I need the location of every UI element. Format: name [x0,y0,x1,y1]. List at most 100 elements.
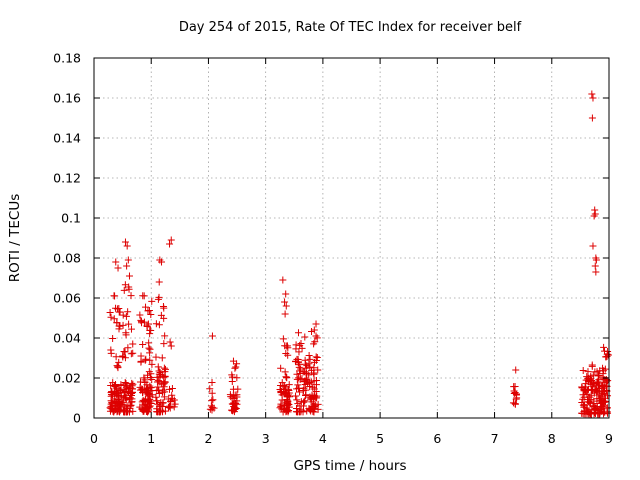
data-point [578,384,586,392]
data-point [155,367,163,375]
data-point [152,393,160,401]
data-point [281,298,289,306]
data-point [125,272,133,280]
data-point [511,383,519,391]
data-point [160,380,168,388]
data-point [110,408,118,416]
data-point [588,114,596,122]
data-point [306,355,314,363]
data-point [125,408,133,416]
data-point [158,258,166,266]
data-point [276,404,284,412]
data-point [589,94,597,102]
data-point [277,402,285,410]
data-point [589,242,597,250]
data-point [208,332,216,340]
data-point [115,358,123,366]
data-point [146,326,154,334]
data-point [585,398,593,406]
data-point [106,309,114,317]
data-point [298,344,306,352]
data-point [512,391,520,399]
data-point [583,373,591,381]
data-point [145,407,153,415]
data-point [154,363,162,371]
data-point [301,397,309,405]
data-point [119,321,127,329]
data-point [117,381,125,389]
data-point [310,364,318,372]
data-point [510,387,518,395]
data-point [312,402,320,410]
data-point [159,388,167,396]
data-point [283,407,291,415]
x-axis-label: GPS time / hours [293,458,406,474]
data-point [297,339,305,347]
data-point [301,333,309,341]
data-point [228,378,236,386]
data-point [144,371,152,379]
data-point [294,400,302,408]
data-point [282,350,290,358]
data-point [125,320,133,328]
data-point [310,377,318,385]
data-point [154,383,162,391]
data-point [296,388,304,396]
data-point [591,262,599,270]
data-point [112,353,120,361]
data-point [140,374,148,382]
data-point [312,381,320,389]
data-point [148,360,156,368]
data-point [578,398,586,406]
y-tick-label: 0.12 [53,171,81,186]
data-point [279,335,287,343]
data-point [208,379,216,387]
data-point [310,392,318,400]
data-point [589,402,597,410]
data-point [119,352,127,360]
data-point [111,383,119,391]
data-point [305,371,313,379]
data-point [114,264,122,272]
data-point [590,389,598,397]
x-tick-label: 5 [376,431,384,446]
data-point [129,349,137,357]
data-point [170,396,178,404]
data-point [122,312,130,320]
data-point [161,332,169,340]
data-point [107,346,115,354]
x-tick-label: 3 [262,431,270,446]
data-point [586,399,594,407]
data-point [152,353,160,361]
data-point [593,403,601,411]
data-point [140,292,148,300]
data-point [127,325,135,333]
data-point [306,383,314,391]
y-tick-label: 0.16 [53,91,81,106]
data-point [233,393,241,401]
data-point [153,408,161,416]
data-point [119,398,127,406]
data-point [294,374,302,382]
y-tick-label: 0 [73,411,81,426]
data-point [313,334,321,342]
data-point [233,374,241,382]
data-point [283,406,291,414]
data-point [123,242,131,250]
data-point [592,256,600,264]
data-point [588,90,596,98]
data-point [125,285,133,293]
y-axis-label: ROTI / TECUs [7,194,23,282]
chart-title: Day 254 of 2015, Rate Of TEC Index for r… [179,20,522,35]
data-point [161,378,169,386]
data-point [591,206,599,214]
data-point [282,290,290,298]
data-point [121,238,129,246]
data-point [312,353,320,361]
data-point [588,362,596,370]
data-point [312,332,320,340]
data-point [598,381,606,389]
axis-ticks [93,57,610,419]
data-point [155,278,163,286]
